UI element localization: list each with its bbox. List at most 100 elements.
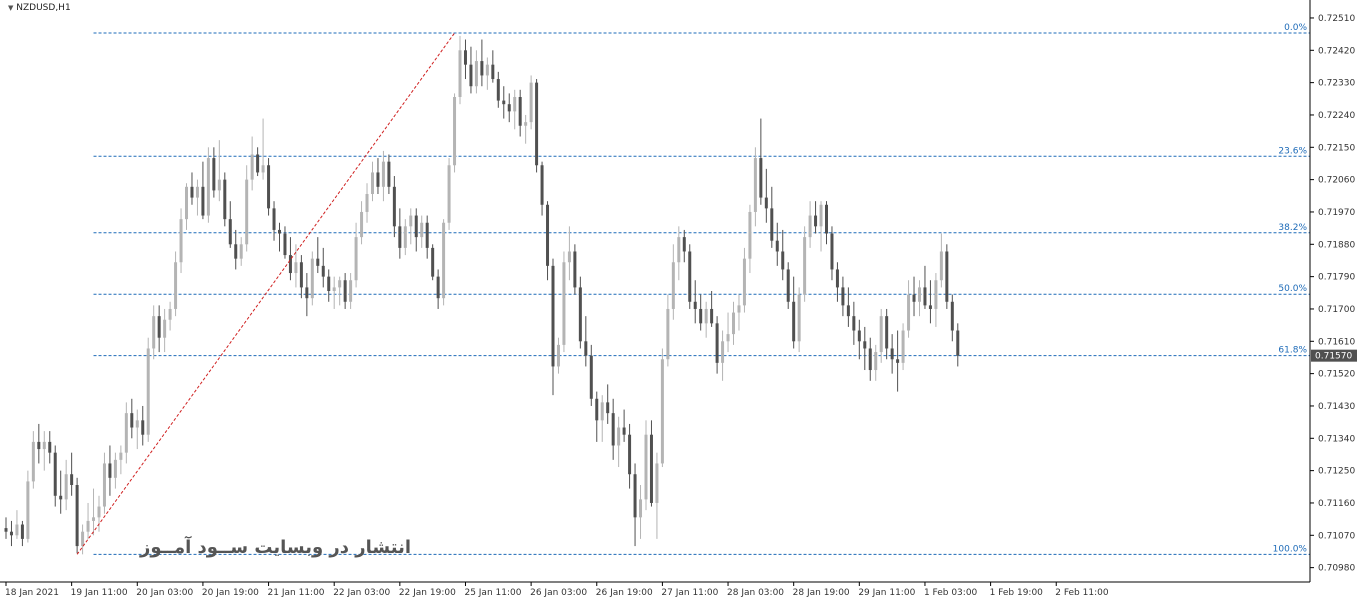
- candle-body: [261, 165, 265, 173]
- candle-body: [753, 158, 757, 212]
- candle-body: [556, 344, 560, 367]
- candle-body: [135, 420, 139, 428]
- candle-body: [923, 287, 927, 306]
- x-tick-label: 19 Jan 11:00: [71, 588, 128, 598]
- candle-body: [600, 402, 604, 421]
- candle-body: [245, 179, 249, 245]
- candle-body: [567, 251, 571, 263]
- candle-body: [217, 179, 221, 191]
- symbol-label[interactable]: ▼ NZDUSD,H1: [8, 3, 71, 13]
- candle-body: [141, 420, 145, 435]
- candle-body: [81, 531, 85, 547]
- candle-body: [174, 262, 178, 309]
- x-tick-label: 18 Jan 2021: [5, 588, 59, 598]
- candle-body: [671, 262, 675, 309]
- candle-body: [879, 316, 883, 353]
- candle-body: [513, 97, 517, 112]
- y-tick-label: 0.71430: [1318, 402, 1355, 412]
- candle-body: [442, 222, 446, 299]
- candle-body: [825, 204, 828, 234]
- dropdown-triangle-icon[interactable]: ▼: [8, 4, 14, 12]
- candle-body: [414, 215, 418, 238]
- candle-body: [201, 186, 205, 216]
- candle-body: [305, 287, 309, 299]
- candle-body: [146, 348, 150, 435]
- candle-body: [584, 341, 588, 356]
- trend-line-group[interactable]: [76, 32, 455, 555]
- candle-body: [370, 172, 374, 194]
- x-tick-label: 20 Jan 03:00: [136, 588, 193, 598]
- y-tick-label: 0.70980: [1318, 564, 1355, 574]
- candle-body: [349, 280, 353, 302]
- candle-body: [458, 50, 462, 97]
- y-tick-label: 0.72330: [1318, 79, 1355, 89]
- fib-level-label: 38.2%: [1278, 223, 1307, 233]
- candle-body: [299, 262, 303, 288]
- candle-body: [907, 294, 911, 331]
- candle-body: [677, 237, 681, 263]
- candle-body: [267, 165, 271, 209]
- candle-body: [803, 237, 807, 295]
- candle-body: [956, 330, 960, 356]
- candle-body: [283, 233, 287, 256]
- candle-body: [595, 398, 599, 421]
- candle-body: [256, 154, 260, 173]
- candle-body: [288, 255, 292, 274]
- candle-body: [934, 280, 938, 309]
- candle-body: [26, 481, 30, 539]
- candle-body: [917, 287, 921, 302]
- candle-body: [529, 82, 533, 123]
- candle-body: [168, 308, 172, 320]
- candle-body: [102, 463, 106, 507]
- x-tick-label: 26 Jan 19:00: [596, 588, 653, 598]
- y-tick-label: 0.71970: [1318, 208, 1355, 218]
- candle-body: [316, 258, 320, 266]
- candle-body: [108, 463, 112, 478]
- candle-body: [786, 269, 790, 302]
- candle-body: [721, 341, 725, 363]
- candle-body: [912, 294, 916, 302]
- x-tick-label: 1 Feb 19:00: [990, 588, 1044, 598]
- y-tick-label: 0.71160: [1318, 499, 1355, 509]
- candle-body: [381, 161, 385, 187]
- candle-body: [551, 265, 555, 367]
- candle-body: [852, 316, 856, 331]
- candle-body: [792, 301, 796, 342]
- candle-body: [617, 427, 621, 446]
- candle-body: [945, 251, 949, 302]
- candle-body: [195, 186, 199, 198]
- x-tick-label: 22 Jan 19:00: [399, 588, 456, 598]
- y-tick-label: 0.72240: [1318, 111, 1355, 121]
- candle-body: [327, 276, 331, 291]
- candle-body: [742, 258, 746, 306]
- fib-level-label: 0.0%: [1284, 23, 1307, 33]
- trend-line[interactable]: [76, 32, 455, 555]
- candle-body: [857, 330, 861, 342]
- candle-body: [239, 244, 243, 259]
- candle-body: [343, 280, 347, 302]
- candle-body: [578, 287, 582, 342]
- x-tick-label: 26 Jan 03:00: [530, 588, 587, 598]
- fib-level-label: 23.6%: [1278, 146, 1307, 156]
- candle-body: [447, 165, 451, 223]
- x-tick-label: 21 Jan 11:00: [268, 588, 325, 598]
- candle-body: [365, 194, 369, 212]
- candle-body: [9, 531, 13, 536]
- candle-body: [666, 308, 670, 360]
- candles: [4, 35, 960, 555]
- candle-body: [15, 524, 19, 536]
- candle-body: [409, 215, 413, 227]
- candle-body: [890, 348, 894, 360]
- candle-body: [250, 154, 254, 180]
- candle-body: [562, 262, 566, 345]
- fibonacci-levels[interactable]: 0.0% 23.6% 38.2% 50.0% 61.8% 100.0%: [93, 23, 1310, 555]
- candle-body: [874, 352, 878, 371]
- candle-body: [764, 197, 768, 209]
- y-tick-label: 0.72060: [1318, 176, 1355, 186]
- candle-body: [31, 441, 35, 482]
- current-price-label: 0.71570: [1315, 352, 1352, 362]
- candle-body: [808, 215, 812, 238]
- candle-body: [332, 287, 336, 291]
